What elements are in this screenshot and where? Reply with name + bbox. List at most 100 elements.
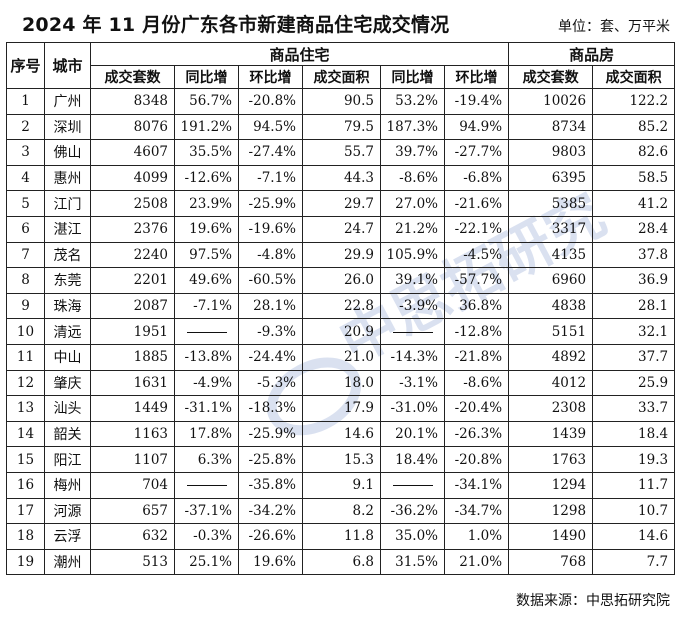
header-group-commercial: 商品房 xyxy=(508,42,676,66)
cell-res-area: 24.7 xyxy=(302,215,381,243)
cell-com-units: 1298 xyxy=(508,497,594,525)
cell-res-area-yoy: 39.1% xyxy=(380,267,445,294)
row-index: 13 xyxy=(6,395,45,422)
header-res-units-mom: 环比增 xyxy=(238,65,303,89)
table-row: 17 河源 657 -37.1% -34.2% 8.2 -36.2% -34.7% 1298 10… xyxy=(6,497,676,525)
cell-res-area-mom: -34.7% xyxy=(443,497,510,525)
cell-res-area-mom: -26.3% xyxy=(443,420,510,448)
cell-res-units-mom: -18.3% xyxy=(238,395,303,422)
cell-res-area: 6.8 xyxy=(302,548,381,576)
cell-com-units: 6960 xyxy=(508,267,594,294)
cell-com-area: 11.7 xyxy=(592,471,676,499)
cell-res-area-yoy: 105.9% xyxy=(380,241,445,269)
cell-res-area: 17.9 xyxy=(302,395,381,422)
sales-table: 序号 城市 商品住宅 商品房 成交套数 同比增 环比增 成交面积 同比增 环比增… xyxy=(6,42,676,576)
cell-res-units-yoy: 19.6% xyxy=(174,215,239,243)
row-city: 韶关 xyxy=(44,420,91,448)
cell-res-units-mom: -24.4% xyxy=(238,343,303,371)
cell-res-units-yoy: -31.1% xyxy=(174,395,239,422)
cell-com-area: 28.4 xyxy=(592,215,676,243)
cell-com-units: 1294 xyxy=(508,471,594,499)
table-row: 6 湛江 2376 19.6% -19.6% 24.7 21.2% -22.1% 3317 28.… xyxy=(6,215,676,243)
cell-res-area: 22.8 xyxy=(302,292,381,320)
row-city: 河源 xyxy=(44,497,91,525)
cell-com-area: 58.5 xyxy=(592,164,676,192)
cell-res-units-yoy: 23.9% xyxy=(174,190,239,217)
cell-res-area-mom: -57.7% xyxy=(443,267,510,294)
cell-com-area: 122.2 xyxy=(592,88,676,115)
cell-com-units: 1490 xyxy=(508,523,594,550)
cell-com-units: 5151 xyxy=(508,318,594,345)
table-row: 9 珠海 2087 -7.1% 28.1% 22.8 -3.9% 36.8% 4838 28.1 xyxy=(6,292,676,320)
cell-com-units: 6395 xyxy=(508,164,594,192)
cell-res-area: 29.9 xyxy=(302,241,381,269)
cell-res-area-mom: -20.4% xyxy=(443,395,510,422)
cell-com-area: 28.1 xyxy=(592,292,676,320)
cell-res-units-mom: -9.3% xyxy=(238,318,303,345)
row-index: 7 xyxy=(6,241,45,269)
cell-res-area-mom: 94.9% xyxy=(443,113,510,141)
row-city: 汕头 xyxy=(44,395,91,422)
cell-res-units-yoy: 97.5% xyxy=(174,241,239,269)
cell-res-units-yoy: -13.8% xyxy=(174,343,239,371)
cell-res-units-mom: -35.8% xyxy=(238,471,303,499)
cell-res-area-mom: -4.5% xyxy=(443,241,510,269)
cell-com-units: 4892 xyxy=(508,343,594,371)
row-city: 东莞 xyxy=(44,267,91,294)
cell-res-units-mom: 94.5% xyxy=(238,113,303,141)
cell-res-area-yoy: -14.3% xyxy=(380,343,445,371)
cell-res-area-mom: -21.8% xyxy=(443,343,510,371)
row-index: 19 xyxy=(6,548,45,576)
cell-res-units: 2087 xyxy=(90,292,175,320)
cell-res-units-yoy: 49.6% xyxy=(174,267,239,294)
no-data-dash xyxy=(392,485,433,487)
cell-res-area-mom: -19.4% xyxy=(443,88,510,115)
header-res-units-yoy: 同比增 xyxy=(174,65,239,89)
row-city: 梅州 xyxy=(44,471,91,499)
cell-res-units: 657 xyxy=(90,497,175,525)
cell-com-units: 5385 xyxy=(508,190,594,217)
cell-res-area-yoy: -8.6% xyxy=(380,164,445,192)
cell-res-area: 18.0 xyxy=(302,369,381,397)
cell-res-area-yoy: 31.5% xyxy=(380,548,445,576)
row-index: 12 xyxy=(6,369,45,397)
table-row: 7 茂名 2240 97.5% -4.8% 29.9 105.9% -4.5% 4135 37.8 xyxy=(6,241,676,269)
header-res-area-mom: 环比增 xyxy=(443,65,510,89)
cell-res-units: 4607 xyxy=(90,139,175,166)
cell-res-area-mom: -12.8% xyxy=(443,318,510,345)
cell-res-area-mom: -22.1% xyxy=(443,215,510,243)
row-index: 1 xyxy=(6,88,45,115)
cell-res-area: 8.2 xyxy=(302,497,381,525)
cell-res-area: 90.5 xyxy=(302,88,381,115)
cell-com-units: 10026 xyxy=(508,88,594,115)
row-city: 云浮 xyxy=(44,523,91,550)
cell-com-area: 41.2 xyxy=(592,190,676,217)
cell-res-units-yoy: 56.7% xyxy=(174,88,239,115)
table-row: 14 韶关 1163 17.8% -25.9% 14.6 20.1% -26.3% 1439 18… xyxy=(6,420,676,448)
header-city: 城市 xyxy=(44,42,91,89)
row-city: 江门 xyxy=(44,190,91,217)
cell-res-area-mom: -20.8% xyxy=(443,446,510,473)
cell-res-area: 21.0 xyxy=(302,343,381,371)
row-city: 清远 xyxy=(44,318,91,345)
row-city: 肇庆 xyxy=(44,369,91,397)
row-index: 8 xyxy=(6,267,45,294)
cell-res-units: 1631 xyxy=(90,369,175,397)
cell-res-units-yoy: -7.1% xyxy=(174,292,239,320)
table-row: 1 广州 8348 56.7% -20.8% 90.5 53.2% -19.4% 10026 12… xyxy=(6,88,676,115)
table-body: 1 广州 8348 56.7% -20.8% 90.5 53.2% -19.4% 10026 12… xyxy=(6,88,676,576)
row-index: 16 xyxy=(6,471,45,499)
cell-res-units-yoy: 191.2% xyxy=(174,113,239,141)
cell-com-units: 9803 xyxy=(508,139,594,166)
cell-res-area-mom: -6.8% xyxy=(443,164,510,192)
cell-res-units-mom: -5.3% xyxy=(238,369,303,397)
cell-com-area: 37.8 xyxy=(592,241,676,269)
row-index: 10 xyxy=(6,318,45,345)
cell-res-units-mom: 28.1% xyxy=(238,292,303,320)
cell-com-units: 1439 xyxy=(508,420,594,448)
row-city: 惠州 xyxy=(44,164,91,192)
cell-com-area: 14.6 xyxy=(592,523,676,550)
cell-res-area-yoy xyxy=(380,471,445,499)
cell-com-units: 4838 xyxy=(508,292,594,320)
cell-res-area-yoy: -31.0% xyxy=(380,395,445,422)
